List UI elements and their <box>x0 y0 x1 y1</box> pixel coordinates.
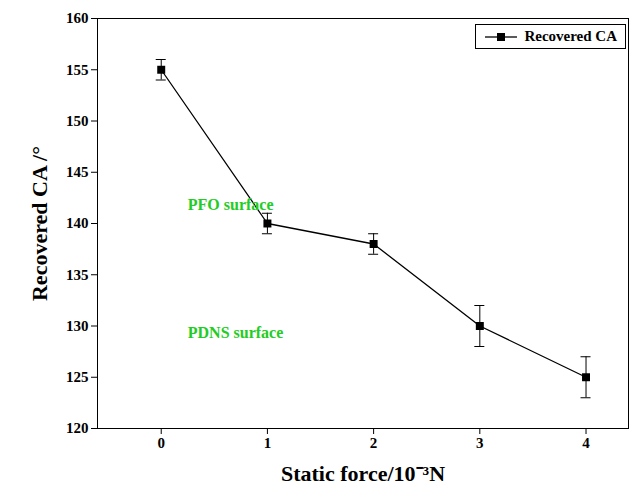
svg-text:3: 3 <box>476 435 484 451</box>
svg-text:120: 120 <box>66 420 89 436</box>
svg-text:Recovered CA /°: Recovered CA /° <box>27 146 52 301</box>
svg-text:1: 1 <box>264 435 272 451</box>
svg-text:145: 145 <box>66 164 89 180</box>
svg-text:135: 135 <box>66 267 89 283</box>
html-text:Recovered CA: Recovered CA <box>524 28 617 44</box>
svg-text:160: 160 <box>66 10 89 26</box>
svg-text:150: 150 <box>66 113 89 129</box>
svg-text:PFO surface: PFO surface <box>188 196 274 213</box>
svg-text:130: 130 <box>66 318 89 334</box>
svg-text:0: 0 <box>157 435 165 451</box>
svg-text:2: 2 <box>370 435 378 451</box>
svg-text:155: 155 <box>66 62 89 78</box>
svg-text:125: 125 <box>66 369 89 385</box>
svg-text:4: 4 <box>582 435 590 451</box>
svg-text:Static force/10⁻³N: Static force/10⁻³N <box>281 461 445 486</box>
svg-text:140: 140 <box>66 215 89 231</box>
svg-text:PDNS surface: PDNS surface <box>188 324 284 341</box>
